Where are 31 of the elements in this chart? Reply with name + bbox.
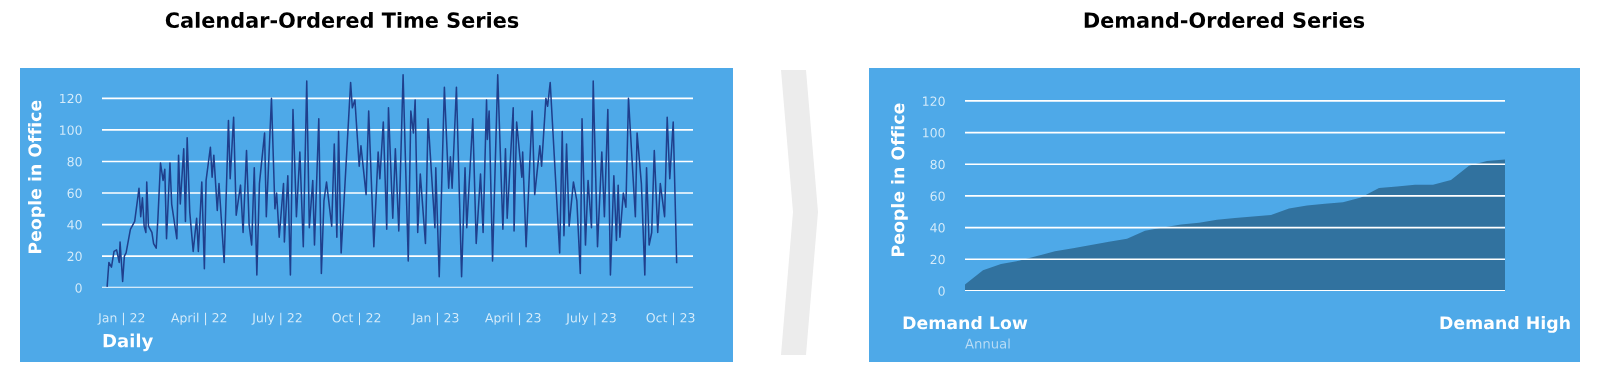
chart-title: Calendar-Ordered Time Series	[165, 11, 519, 29]
y-tick-label: 80	[67, 156, 82, 167]
x-tick-label: Jan | 22	[97, 312, 145, 326]
x-tick-label: July | 23	[565, 312, 616, 326]
y-axis-title: People in Office	[28, 100, 45, 254]
x-axis-title: Annual	[965, 338, 1010, 349]
x-tick-label: Demand Low	[903, 315, 1028, 330]
y-tick-label: 60	[930, 191, 945, 201]
x-tick-label: Oct | 22	[332, 312, 381, 326]
x-tick-label: April | 22	[170, 312, 227, 326]
chart-title: Demand-Ordered Series	[1084, 11, 1365, 29]
y-tick-label: 0	[75, 283, 82, 293]
x-tick-label: Demand High	[1440, 315, 1570, 333]
x-tick-label: Oct | 23	[646, 312, 695, 326]
y-tick-label: 0	[938, 286, 945, 296]
x-tick-label: Jan | 23	[411, 312, 459, 326]
line-series	[106, 73, 678, 287]
y-tick-label: 100	[60, 125, 82, 135]
y-tick-label: 20	[67, 251, 82, 262]
y-tick-label: 100	[923, 128, 945, 138]
y-tick-label: 60	[67, 188, 82, 198]
y-axis-title: People in Office	[891, 103, 908, 256]
y-tick-label: 40	[67, 220, 82, 230]
x-tick-label: April | 23	[484, 312, 541, 326]
y-tick-label: 40	[930, 223, 945, 233]
y-tick-label: 20	[930, 254, 945, 265]
y-tick-label: 120	[60, 93, 82, 104]
x-axis-title: Daily	[103, 333, 153, 352]
x-tick-label: July | 22	[251, 312, 302, 326]
y-tick-label: 120	[923, 96, 945, 106]
y-tick-label: 80	[930, 159, 945, 170]
